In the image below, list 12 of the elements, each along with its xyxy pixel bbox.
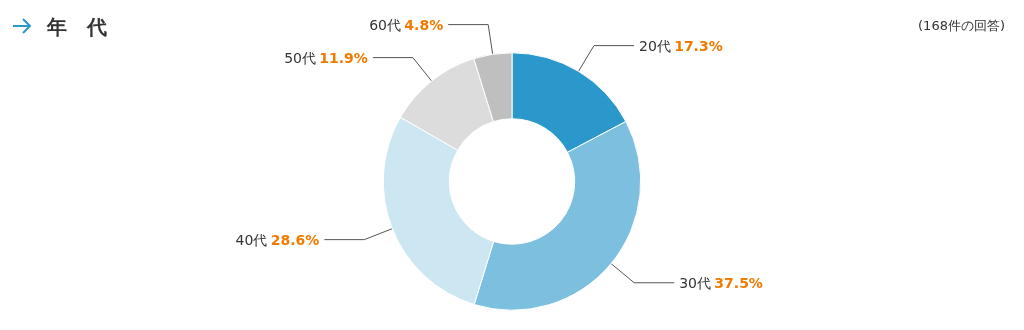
- text: (168件の回答): [918, 18, 1006, 33]
- slice-label: 20代: [638, 37, 671, 54]
- slice-label: 50代: [284, 49, 316, 66]
- slice-label: 30代: [679, 274, 712, 291]
- slice-label: 40代: [235, 231, 268, 248]
- data-label: 28.6%: [270, 231, 320, 248]
- chart-title: 年 代: [46, 15, 107, 39]
- data-label: 11.9%: [319, 49, 368, 66]
- slice-label: 60代: [369, 16, 402, 33]
- data-label: 17.3%: [674, 37, 723, 54]
- data-label: 4.8%: [404, 16, 444, 33]
- data-label: 37.5%: [714, 274, 763, 291]
